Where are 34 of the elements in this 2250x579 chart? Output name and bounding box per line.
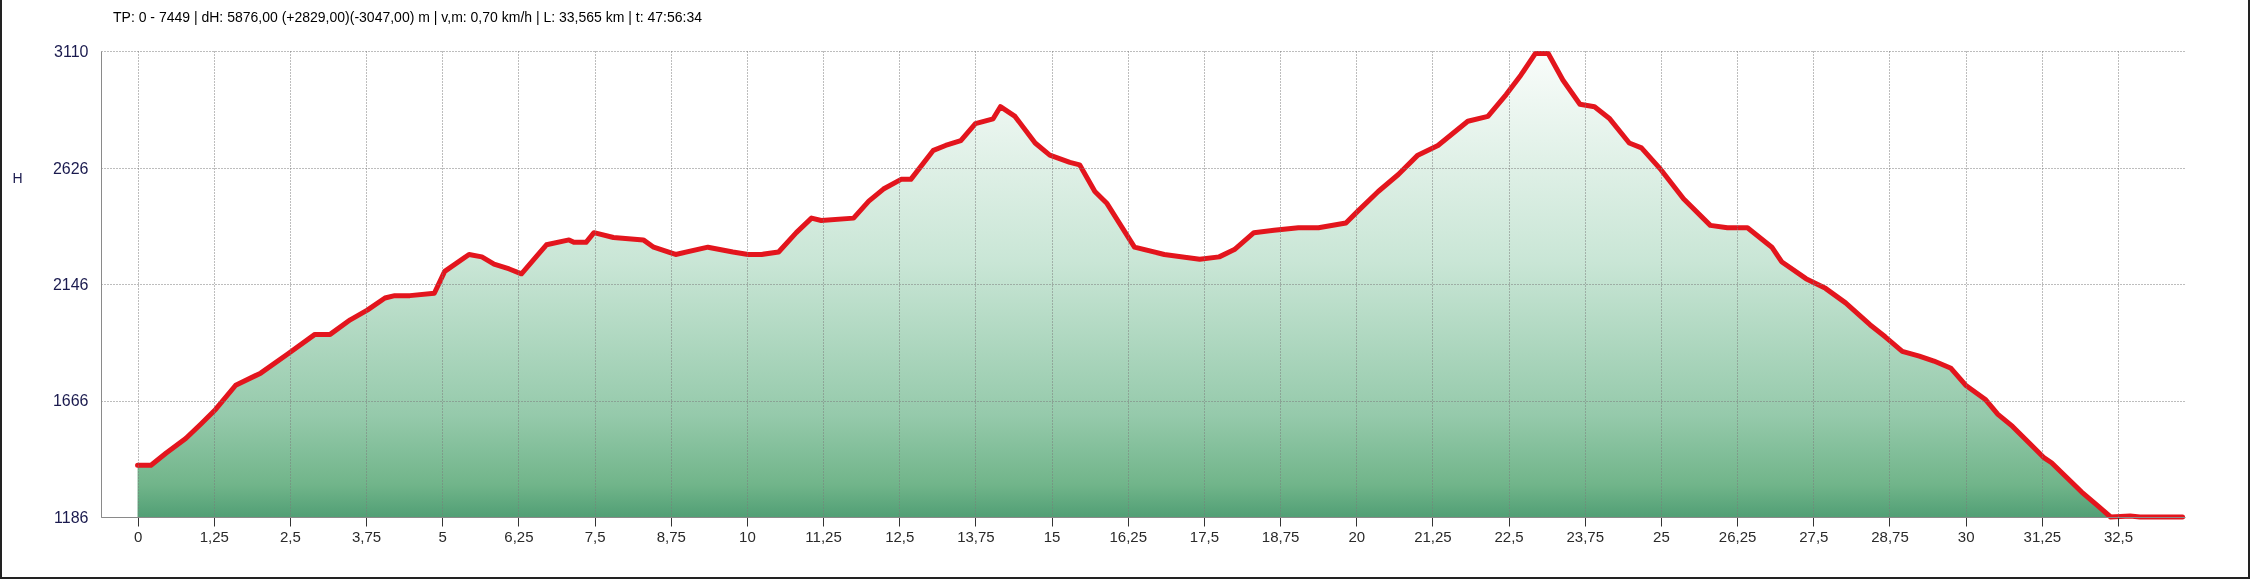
x-tick-label: 21,25	[1414, 527, 1452, 545]
y-axis-title: H	[12, 169, 23, 186]
x-tick-label: 28,75	[1871, 527, 1909, 545]
x-tick-label: 27,5	[1799, 527, 1829, 545]
x-tick-label: 2,5	[279, 527, 301, 545]
y-tick-label: 3110	[54, 42, 89, 60]
chart-title: TP: 0 - 7449 | dH: 5876,00 (+2829,00)(-3047,00) m | v,m: 0,70 km/h | L: 33,565 km | t: 47:56:34	[113, 9, 703, 25]
y-tick-label: 2146	[52, 275, 89, 293]
x-tick-label: 32,5	[2103, 527, 2134, 545]
x-tick-label: 26,25	[1718, 527, 1757, 545]
x-tick-label: 30	[1957, 527, 1975, 545]
x-tick-label: 23,75	[1566, 527, 1605, 545]
x-tick-label: 6,25	[504, 527, 534, 545]
x-tick-label: 25	[1653, 527, 1670, 545]
x-tick-label: 1,25	[199, 527, 229, 545]
y-tick-label: 2626	[52, 159, 89, 177]
x-tick-label: 3,75	[351, 527, 382, 545]
x-tick-label: 18,75	[1261, 527, 1300, 545]
x-tick-label: 17,5	[1189, 527, 1220, 545]
x-tick-label: 7,5	[584, 527, 606, 545]
x-tick-label: 16,25	[1109, 527, 1148, 545]
x-tick-label: 13,75	[957, 527, 995, 545]
x-tick-label: 0	[133, 527, 143, 545]
y-tick-label: 1666	[52, 392, 89, 410]
x-tick-label: 22,5	[1494, 527, 1524, 545]
x-tick-label: 10	[739, 527, 756, 545]
x-tick-label: 20	[1348, 527, 1366, 545]
x-tick-label: 31,25	[2023, 527, 2062, 545]
y-tick-label: 1186	[54, 508, 89, 526]
x-tick-label: 5	[438, 527, 447, 545]
x-tick-label: 15	[1043, 527, 1061, 545]
x-tick-label: 12,5	[885, 527, 915, 545]
x-tick-label: 8,75	[656, 527, 686, 545]
x-tick-label: 11,25	[805, 527, 842, 545]
